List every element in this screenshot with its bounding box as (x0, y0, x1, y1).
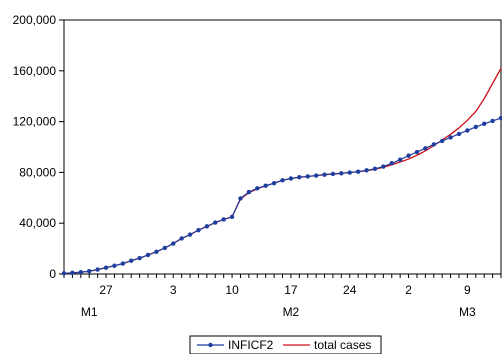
inficf2-point (481, 121, 487, 126)
inficf2-point (288, 176, 294, 181)
inficf2-point (406, 153, 411, 158)
inficf2-point (246, 189, 252, 195)
x-tick-label: 9 (464, 283, 471, 297)
inficf2-point (347, 170, 352, 175)
inficf2-point (339, 171, 344, 176)
inficf2-point (381, 164, 386, 169)
inficf2-point (414, 149, 420, 155)
x-group-label: M3 (459, 305, 476, 319)
inficf2-point (448, 135, 453, 140)
inficf2-point (263, 183, 268, 188)
x-tick-label: 10 (225, 283, 239, 297)
x-tick-label: 17 (284, 283, 298, 297)
y-tick-label: 120,000 (13, 115, 57, 129)
inficf2-point (397, 157, 403, 162)
x-tick-label: 3 (170, 283, 177, 297)
inficf2-point (423, 146, 428, 151)
inficf2-point (179, 236, 184, 241)
inficf2-point (112, 263, 117, 268)
inficf2-point (120, 261, 126, 266)
legend-label-total-cases: total cases (314, 338, 371, 352)
inficf2-point (229, 214, 235, 220)
inficf2-point (473, 124, 478, 130)
plot-area-border (63, 19, 502, 275)
inficf2-point (498, 115, 502, 121)
inficf2-point (137, 255, 142, 261)
inficf2-point (213, 220, 218, 225)
inficf2-point (305, 174, 310, 179)
inficf2-point (271, 180, 277, 186)
inficf2-point (103, 265, 109, 270)
y-axis: 0 40,000 80,000 120,000 160,000 200,000 (13, 13, 64, 281)
inficf2-point (196, 227, 201, 233)
inficf2-point (439, 138, 445, 144)
inficf2-point (171, 241, 176, 246)
x-group-label: M1 (81, 305, 98, 319)
inficf2-point (364, 168, 369, 173)
inficf2-point (297, 175, 302, 180)
inficf2-point (87, 269, 92, 274)
inficf2-point (95, 267, 100, 272)
plot-frame (63, 19, 502, 275)
inficf2-point (187, 232, 193, 237)
inficf2-point (162, 245, 168, 251)
y-tick-label: 40,000 (19, 216, 56, 230)
inficf2-point (61, 271, 67, 276)
inficf2-point (145, 252, 151, 258)
inficf2-point (221, 217, 226, 222)
y-tick-label: 200,000 (13, 13, 57, 27)
x-tick-label: 27 (99, 283, 113, 297)
inficf2-point (70, 270, 75, 276)
inficf2-point (154, 249, 159, 254)
inficf2-point (490, 118, 495, 124)
inficf2-point (255, 186, 260, 191)
series-layer (61, 67, 502, 276)
inficf2-point (238, 196, 243, 201)
inficf2-point (330, 171, 336, 177)
inficf2-point (322, 172, 327, 177)
inficf2-point (280, 178, 285, 183)
inficf2-point (456, 131, 462, 137)
y-tick-label: 160,000 (13, 64, 57, 78)
inficf2-point (389, 161, 394, 166)
inficf2-point (129, 258, 134, 263)
inficf2-series-line (63, 117, 502, 274)
inficf2-point (355, 169, 361, 174)
x-tick-label: 2 (405, 283, 412, 297)
legend-marker-inficf2 (208, 342, 213, 348)
legend-label-inficf2: INFICF2 (228, 338, 274, 352)
inficf2-point (372, 166, 378, 172)
total-cases-series-line (63, 67, 502, 274)
x-tick-label: 24 (343, 283, 357, 297)
inficf2-point (465, 128, 470, 133)
y-tick-label: 0 (49, 267, 56, 281)
inficf2-point (313, 173, 319, 178)
x-axis: 27 3 10 17 24 2 9 M1 M2 M3 (63, 274, 502, 319)
legend: INFICF2 total cases (189, 335, 382, 355)
y-tick-label: 80,000 (19, 165, 56, 179)
inficf2-point (431, 142, 436, 147)
inficf2-point (204, 224, 210, 229)
x-group-label: M2 (283, 305, 300, 319)
inficf2-point (78, 270, 84, 275)
